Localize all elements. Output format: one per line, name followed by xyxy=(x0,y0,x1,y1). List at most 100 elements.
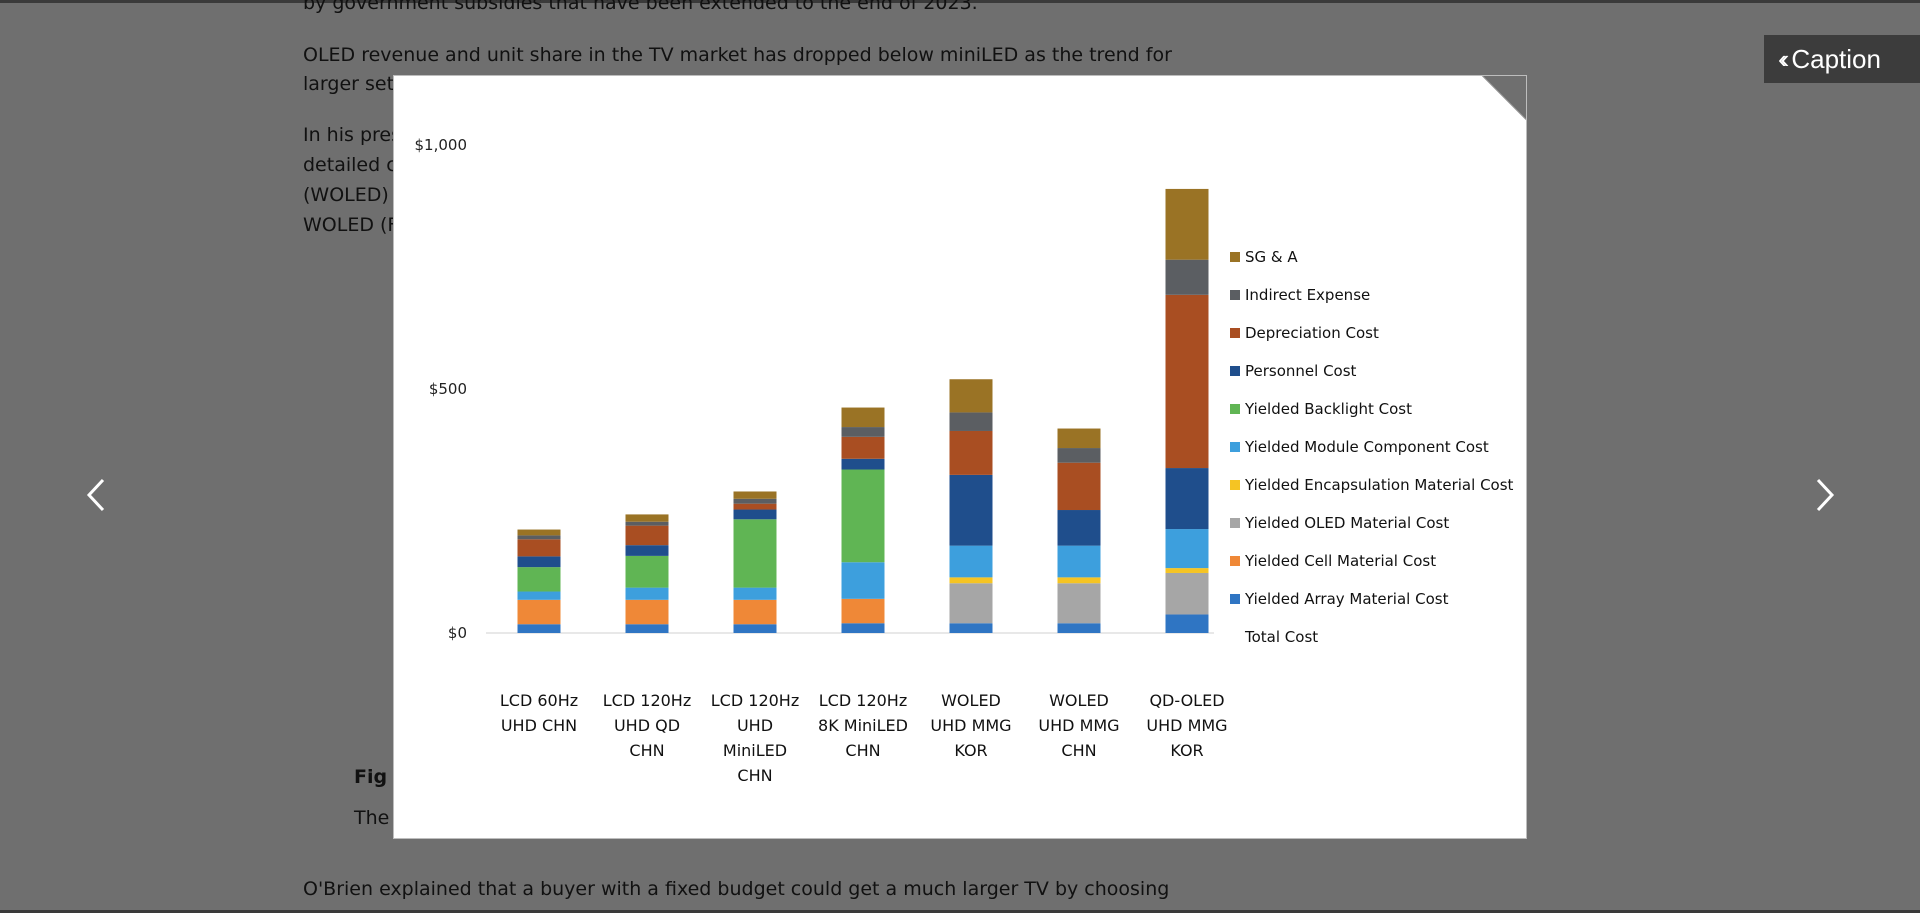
bar-segment xyxy=(625,624,669,633)
x-category-label: UHD CHN xyxy=(501,716,577,735)
bar-segment xyxy=(733,498,777,504)
bottom-edge-bar xyxy=(0,910,1920,913)
bar-segment xyxy=(1165,572,1209,615)
bar-segment xyxy=(949,430,993,475)
x-category-label: UHD MMG xyxy=(1146,716,1227,735)
x-category-label: KOR xyxy=(1170,741,1203,760)
legend-label: SG & A xyxy=(1245,248,1298,266)
x-category-label: MiniLED xyxy=(723,741,787,760)
bar-segment xyxy=(625,521,669,526)
article-bottom-paragraph: O'Brien explained that a buyer with a fi… xyxy=(303,878,1170,900)
bar-segment xyxy=(1057,448,1101,463)
x-category-label: UHD QD xyxy=(614,716,680,735)
article-para3-line2: detailed c xyxy=(303,154,397,176)
legend-label: Yielded Cell Material Cost xyxy=(1244,552,1436,570)
x-category-label: LCD 60Hz xyxy=(500,691,578,710)
bar-segment xyxy=(733,599,777,625)
legend-label: Yielded Array Material Cost xyxy=(1244,590,1449,608)
x-category-label: LCD 120Hz xyxy=(603,691,691,710)
legend-label: Total Cost xyxy=(1244,628,1318,646)
legend-swatch xyxy=(1230,556,1240,566)
y-tick-label: $0 xyxy=(448,624,467,642)
bar-segment xyxy=(841,427,885,437)
x-category-label: CHN xyxy=(1061,741,1096,760)
legend-label: Yielded Backlight Cost xyxy=(1244,400,1412,418)
x-category-label: UHD xyxy=(737,716,773,735)
y-tick-label: $1,000 xyxy=(415,136,468,154)
bar-segment xyxy=(517,529,561,536)
x-category-label: 8K MiniLED xyxy=(818,716,908,735)
article-para2-line2: larger set xyxy=(303,73,395,95)
bar-segment xyxy=(1165,188,1209,260)
bar-segment xyxy=(625,599,669,625)
bar-segment xyxy=(841,436,885,459)
bar-segment xyxy=(517,624,561,633)
x-category-label: LCD 120Hz xyxy=(711,691,799,710)
legend-swatch xyxy=(1230,404,1240,414)
legend-swatch xyxy=(1230,366,1240,376)
bar-segment xyxy=(841,562,885,599)
x-category-label: UHD MMG xyxy=(1038,716,1119,735)
legend-swatch xyxy=(1230,480,1240,490)
article-line-top: by government subsidies that have been e… xyxy=(303,0,978,14)
bar-segment xyxy=(949,379,993,413)
article-para3-line4: WOLED (F xyxy=(303,214,399,236)
caption-button[interactable]: ‹‹ Caption xyxy=(1764,35,1920,83)
bar-segment xyxy=(1165,529,1209,569)
next-image-button[interactable] xyxy=(1799,470,1849,520)
x-category-label: CHN xyxy=(737,766,772,785)
bar-segment xyxy=(1057,545,1101,578)
lightbox-image-panel: $0 $500 $1,000 LCD 60Hz UHD CHN LCD 120Hz UHD … xyxy=(393,75,1527,839)
bar-segment xyxy=(949,583,993,624)
bar-segment xyxy=(517,539,561,557)
bar-segment xyxy=(1165,468,1209,530)
article-para3-line1: In his pres xyxy=(303,124,401,146)
bar-segment xyxy=(517,567,561,592)
bar-segment xyxy=(949,577,993,584)
legend-label: Indirect Expense xyxy=(1245,286,1370,304)
legend-label: Depreciation Cost xyxy=(1245,324,1379,342)
bar-segment xyxy=(1057,462,1101,511)
legend-label: Yielded Module Component Cost xyxy=(1244,438,1489,456)
bar-segment xyxy=(949,474,993,546)
bar-segment xyxy=(841,469,885,563)
figure-caption-text: The xyxy=(354,807,390,829)
bar-segment xyxy=(1057,623,1101,633)
bar-segment xyxy=(1165,294,1209,469)
bar-segment xyxy=(625,514,669,522)
x-category-label: CHN xyxy=(845,741,880,760)
x-category-label: WOLED xyxy=(941,691,1001,710)
bar-segment xyxy=(949,412,993,431)
bar-segment xyxy=(841,407,885,428)
bar-segment xyxy=(733,587,777,600)
bar-segment xyxy=(949,545,993,578)
bar-segment xyxy=(733,491,777,499)
legend-swatch xyxy=(1230,328,1240,338)
chevron-right-icon xyxy=(1816,478,1835,512)
bar-segment xyxy=(625,555,669,588)
legend-label: Yielded OLED Material Cost xyxy=(1244,514,1449,532)
legend-swatch xyxy=(1230,518,1240,528)
previous-image-button[interactable] xyxy=(72,470,122,520)
bar-segment xyxy=(1165,259,1209,295)
x-category-label: LCD 120Hz xyxy=(819,691,907,710)
bar-segment xyxy=(1057,428,1101,449)
x-category-label: WOLED xyxy=(1049,691,1109,710)
legend-label: Personnel Cost xyxy=(1245,362,1357,380)
y-tick-label: $500 xyxy=(429,380,467,398)
top-edge-bar xyxy=(0,0,1920,3)
bar-segment xyxy=(517,556,561,568)
bar-segment xyxy=(625,545,669,556)
legend-swatch xyxy=(1230,290,1240,300)
legend-swatch xyxy=(1230,442,1240,452)
legend-swatch xyxy=(1230,594,1240,604)
article-para3-line3: (WOLED) xyxy=(303,184,389,206)
bar-segment xyxy=(733,509,777,520)
bar-segment xyxy=(733,624,777,633)
bar-segment xyxy=(625,525,669,546)
caption-button-label: Caption xyxy=(1791,43,1881,74)
bar-segment xyxy=(1057,577,1101,584)
chevron-left-icon xyxy=(86,478,105,512)
bar-segment xyxy=(1165,614,1209,633)
